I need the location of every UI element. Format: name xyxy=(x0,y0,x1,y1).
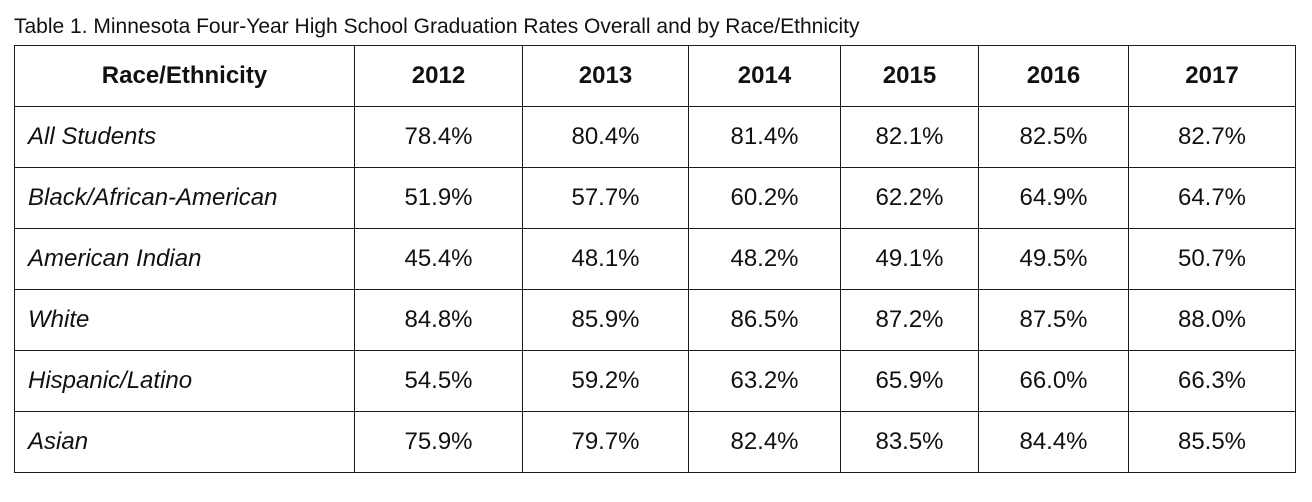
table-cell: 60.2% xyxy=(688,167,841,229)
table-cell: 59.2% xyxy=(522,350,689,412)
table-cell: 64.7% xyxy=(1128,167,1296,229)
table-caption: Table 1. Minnesota Four-Year High School… xyxy=(14,15,860,38)
table-cell: 66.0% xyxy=(978,350,1129,412)
table-cell: 51.9% xyxy=(354,167,523,229)
table-cell: 54.5% xyxy=(354,350,523,412)
table-row: Asian 75.9% 79.7% 82.4% 83.5% 84.4% 85.5… xyxy=(14,411,1296,473)
table-cell: 82.1% xyxy=(840,106,979,168)
table-cell: 49.5% xyxy=(978,228,1129,290)
column-header-2015: 2015 xyxy=(840,45,979,107)
table-cell: 86.5% xyxy=(688,289,841,351)
table-cell: 75.9% xyxy=(354,411,523,473)
table-cell: 78.4% xyxy=(354,106,523,168)
table-cell: 85.5% xyxy=(1128,411,1296,473)
table-cell: 82.5% xyxy=(978,106,1129,168)
row-label: Asian xyxy=(14,411,355,473)
row-label: American Indian xyxy=(14,228,355,290)
table-row: All Students 78.4% 80.4% 81.4% 82.1% 82.… xyxy=(14,106,1296,168)
table-cell: 80.4% xyxy=(522,106,689,168)
table-cell: 82.4% xyxy=(688,411,841,473)
column-header-race-ethnicity: Race/Ethnicity xyxy=(14,45,355,107)
table-cell: 82.7% xyxy=(1128,106,1296,168)
column-header-2014: 2014 xyxy=(688,45,841,107)
table-cell: 84.8% xyxy=(354,289,523,351)
table-cell: 79.7% xyxy=(522,411,689,473)
table-cell: 62.2% xyxy=(840,167,979,229)
column-header-2016: 2016 xyxy=(978,45,1129,107)
header-row: Race/Ethnicity 2012 2013 2014 2015 2016 … xyxy=(14,45,1296,107)
table-cell: 57.7% xyxy=(522,167,689,229)
table-cell: 83.5% xyxy=(840,411,979,473)
table-cell: 84.4% xyxy=(978,411,1129,473)
table-row: White 84.8% 85.9% 86.5% 87.2% 87.5% 88.0… xyxy=(14,289,1296,351)
table-cell: 66.3% xyxy=(1128,350,1296,412)
table-row: Black/African-American 51.9% 57.7% 60.2%… xyxy=(14,167,1296,229)
table-cell: 48.2% xyxy=(688,228,841,290)
row-label: Hispanic/Latino xyxy=(14,350,355,412)
table-cell: 45.4% xyxy=(354,228,523,290)
table-cell: 87.2% xyxy=(840,289,979,351)
table-cell: 49.1% xyxy=(840,228,979,290)
table-cell: 81.4% xyxy=(688,106,841,168)
column-header-2017: 2017 xyxy=(1128,45,1296,107)
table-cell: 85.9% xyxy=(522,289,689,351)
column-header-2012: 2012 xyxy=(354,45,523,107)
table-cell: 64.9% xyxy=(978,167,1129,229)
graduation-rates-table: Race/Ethnicity 2012 2013 2014 2015 2016 … xyxy=(14,45,1296,473)
table-row: Hispanic/Latino 54.5% 59.2% 63.2% 65.9% … xyxy=(14,350,1296,412)
column-header-2013: 2013 xyxy=(522,45,689,107)
table-cell: 63.2% xyxy=(688,350,841,412)
table-cell: 88.0% xyxy=(1128,289,1296,351)
row-label: All Students xyxy=(14,106,355,168)
row-label: Black/African-American xyxy=(14,167,355,229)
row-label: White xyxy=(14,289,355,351)
table-cell: 50.7% xyxy=(1128,228,1296,290)
table-cell: 65.9% xyxy=(840,350,979,412)
table-cell: 48.1% xyxy=(522,228,689,290)
table-row: American Indian 45.4% 48.1% 48.2% 49.1% … xyxy=(14,228,1296,290)
table-cell: 87.5% xyxy=(978,289,1129,351)
